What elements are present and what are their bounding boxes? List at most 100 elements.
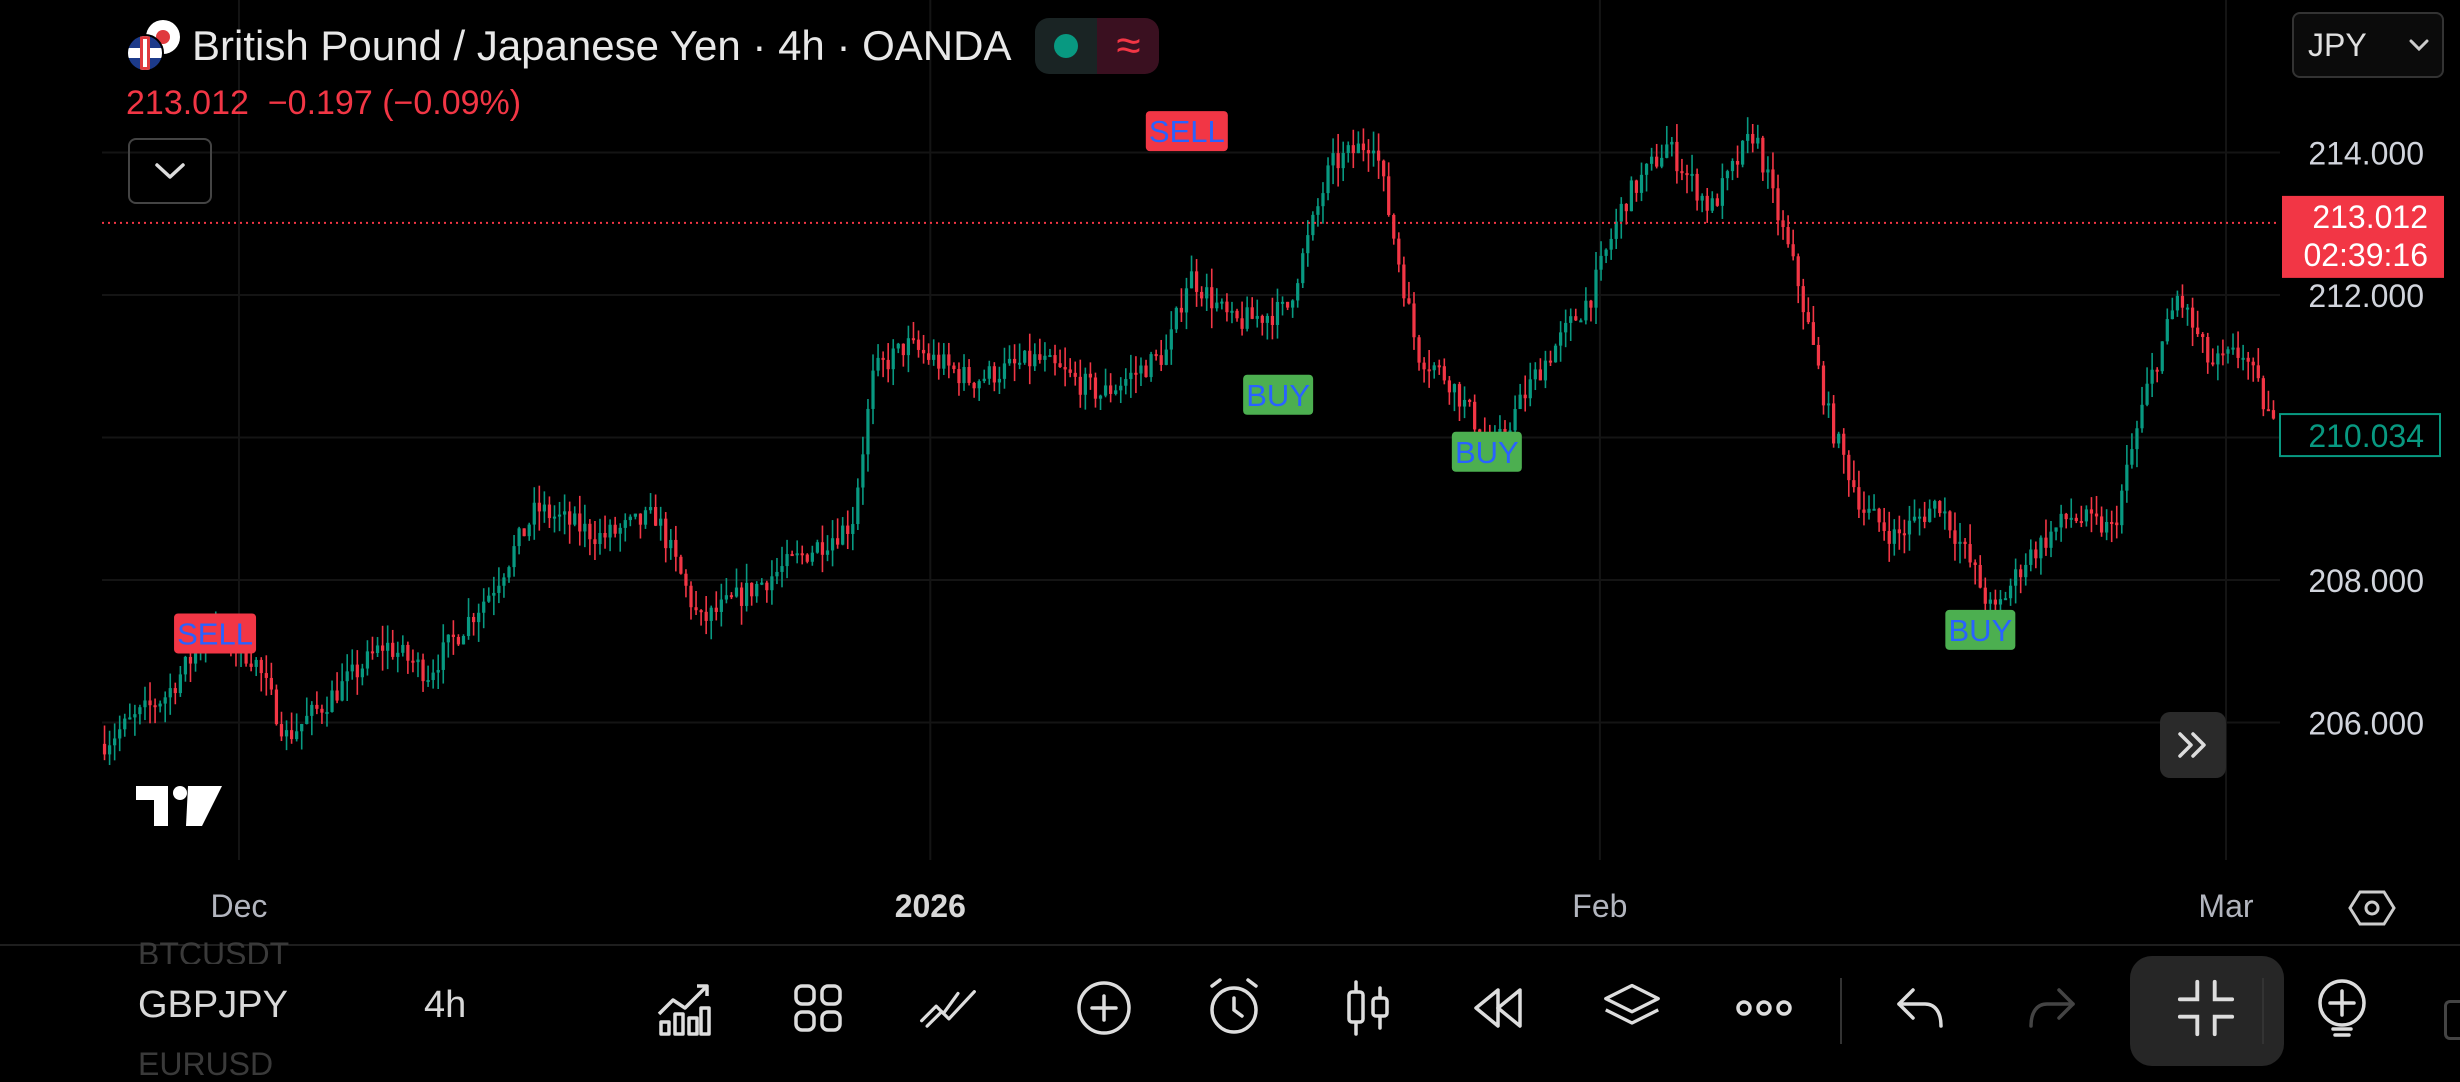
candle-body (1103, 385, 1108, 396)
market-status-pill[interactable]: ≈ (1035, 18, 1160, 74)
candle-body (648, 507, 653, 511)
candle-body (406, 644, 410, 661)
chart-overlays: SELL SELL BUY BUY BUY (102, 111, 2280, 654)
side-panel-icon[interactable] (2444, 1000, 2460, 1040)
candle-body (471, 616, 476, 623)
symbol-picker[interactable]: GBPJPY (138, 984, 288, 1026)
candle-body (1998, 599, 2003, 605)
candle-body (2175, 295, 2180, 311)
candle-body (760, 582, 764, 585)
candle-body (1275, 301, 1280, 325)
candle-body (416, 659, 420, 663)
scroll-to-realtime-button[interactable] (2160, 712, 2226, 778)
tradingview-logo-icon (136, 786, 222, 826)
candle-body (1766, 169, 1770, 173)
candle-body (1513, 409, 1517, 431)
ghost-symbol-above[interactable]: BTCUSDT (138, 936, 290, 964)
interval-picker[interactable]: 4h (424, 984, 467, 1026)
candle-body (578, 513, 582, 532)
add-button[interactable] (1074, 978, 1134, 1038)
drawing-tools-button[interactable] (918, 978, 978, 1038)
candle-body (664, 518, 668, 549)
candle-body (1139, 365, 1143, 374)
candle-body (851, 524, 855, 534)
alert-button[interactable] (1204, 978, 1264, 1038)
chart-settings-icon[interactable] (2348, 888, 2396, 928)
market-open-icon (1054, 34, 1079, 58)
time-axis-label: Feb (1572, 888, 1628, 924)
currency-select[interactable]: JPY (2292, 12, 2444, 78)
layers-button[interactable] (1602, 978, 1662, 1038)
candle-body (2221, 353, 2225, 356)
candle-body (588, 523, 592, 540)
candle-body (1361, 143, 1366, 151)
candle-body (295, 731, 299, 740)
candle-body (431, 672, 435, 681)
candle-body (1801, 286, 1805, 313)
candle-body (2044, 537, 2048, 548)
candle-body (1341, 152, 1345, 169)
ideas-button[interactable] (2312, 978, 2372, 1038)
candle-body (1119, 385, 1123, 391)
candle-body (1675, 141, 1679, 172)
candle-body (1023, 350, 1027, 363)
candle-body (866, 408, 870, 455)
candle-body (1761, 137, 1765, 173)
time-axis-label: 2026 (894, 888, 966, 924)
redo-button[interactable] (2022, 978, 2082, 1038)
candle-body (1933, 501, 1937, 509)
candle-body (254, 659, 258, 667)
candle-body (2261, 378, 2265, 410)
candle-body (1306, 235, 1310, 254)
candle-body (330, 690, 334, 712)
price-axis[interactable]: 214.000 212.000 208.000 206.000 210.034 213.0… (2279, 136, 2444, 742)
collapse-legend-button[interactable] (128, 138, 212, 204)
candle-series (102, 117, 2276, 766)
marker-price-box (2279, 413, 2441, 458)
candle-body (1715, 198, 1719, 206)
candle-body (1912, 516, 1917, 521)
candle-body (841, 525, 845, 545)
chevron-down-icon (155, 163, 185, 179)
candle-body (957, 369, 961, 384)
undo-button[interactable] (1890, 978, 1950, 1038)
candle-body (699, 610, 703, 613)
toolbar-separator (1840, 978, 1842, 1044)
candle-body (1917, 516, 1922, 519)
candle-body (638, 513, 643, 525)
replay-button[interactable] (1468, 978, 1528, 1038)
candle-body (1184, 288, 1189, 313)
candle-body (916, 339, 921, 350)
candle-body (2155, 369, 2159, 372)
chart-type-button[interactable] (1338, 978, 1398, 1038)
more-button[interactable] (1734, 978, 1794, 1038)
rewind-icon (1474, 988, 1522, 1028)
templates-button[interactable] (788, 978, 848, 1038)
price-change: −0.197 (−0.09%) (267, 84, 522, 122)
indicators-button[interactable] (654, 978, 714, 1038)
ghost-symbol-below[interactable]: EURUSD (138, 1050, 274, 1080)
candle-body (1417, 337, 1421, 363)
candle-body (305, 715, 309, 724)
candle-body (669, 539, 673, 549)
candle-body (593, 539, 597, 545)
candle-body (1194, 271, 1199, 292)
candle-body (188, 656, 193, 664)
candle-body (517, 528, 521, 547)
countdown-label: 02:39:16 (2303, 237, 2428, 273)
exit-fullscreen-button[interactable] (2176, 978, 2236, 1038)
candle-body (805, 554, 809, 562)
candle-body (1579, 320, 1583, 323)
symbol-title[interactable]: British Pound / Japanese Yen · 4h · OAND… (192, 22, 1012, 69)
candle-body (1862, 509, 1866, 513)
candle-body (1948, 511, 1952, 531)
drawing-tools-icon (920, 990, 976, 1028)
candle-body (1831, 403, 1836, 444)
candle-body (1877, 508, 1881, 523)
candle-body (775, 571, 779, 577)
candle-body (1068, 369, 1072, 373)
candle-body (2094, 513, 2099, 517)
buy-signal: BUY (1451, 431, 1522, 472)
candle-body (674, 539, 678, 557)
